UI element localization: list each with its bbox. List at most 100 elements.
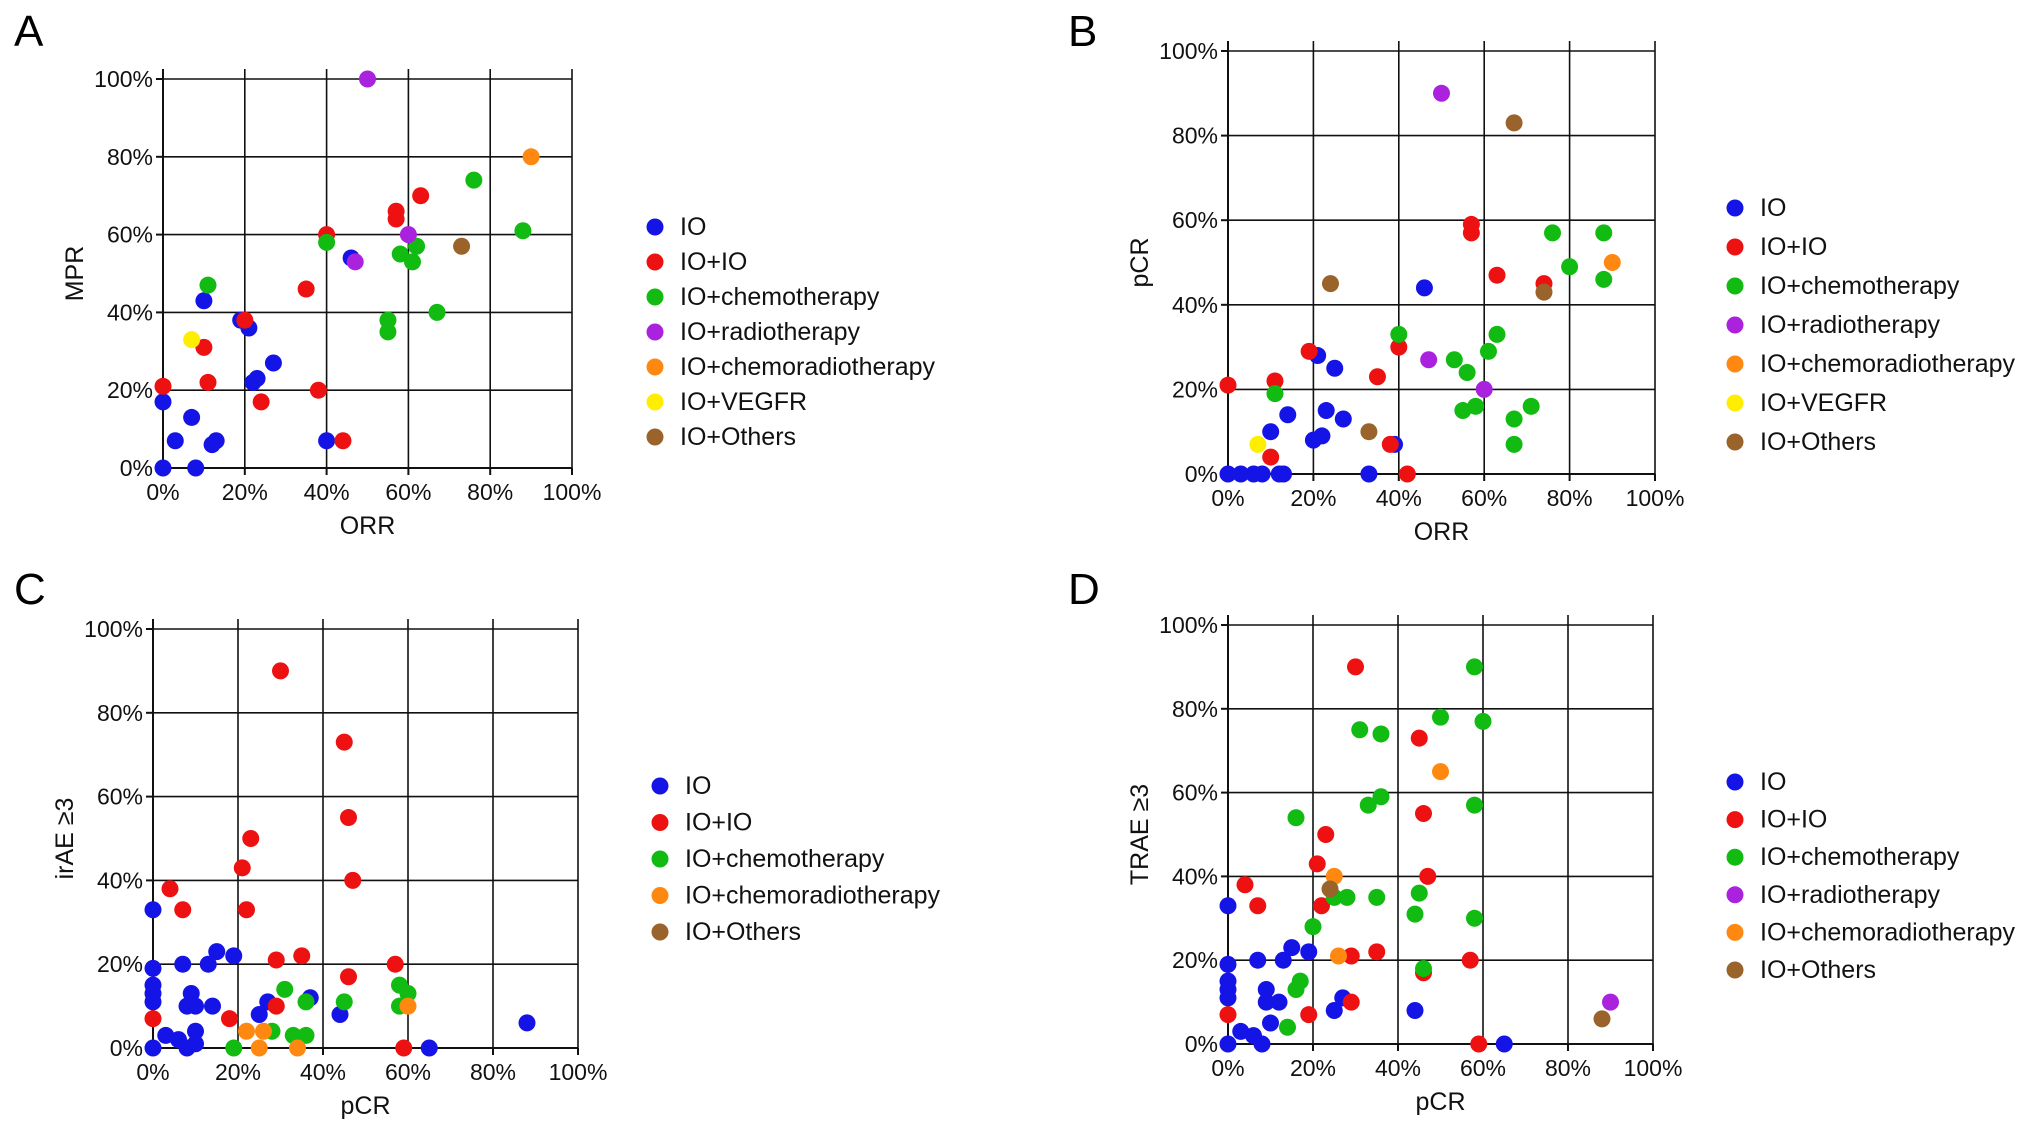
legend-marker-io — [1726, 773, 1744, 791]
data-point-io-chemotherapy — [1505, 410, 1523, 428]
legend-marker-io-io — [646, 253, 664, 271]
data-point-io-chemotherapy — [1338, 888, 1356, 906]
x-tick-label: 100% — [1626, 485, 1685, 511]
x-tick-label: 0% — [1211, 485, 1244, 511]
series-io-chemotherapy — [1279, 658, 1492, 1036]
data-point-io — [204, 997, 221, 1015]
legend-label-io-others: IO+Others — [685, 918, 801, 946]
legend: IO IO+IO IO+chemotherapy IO+chemoradiothera… — [651, 772, 941, 946]
data-point-io-chemotherapy — [297, 993, 315, 1011]
series-io-radiotherapy — [1602, 993, 1619, 1011]
legend-label-io-io: IO+IO — [685, 809, 752, 837]
data-point-io-chemotherapy — [1415, 960, 1432, 978]
data-point-io — [1283, 939, 1301, 957]
data-point-io-io — [1219, 1006, 1237, 1024]
data-point-io — [1279, 406, 1297, 424]
data-point-io — [1253, 1035, 1271, 1053]
data-point-io-io — [340, 968, 357, 986]
data-point-io-io — [1488, 266, 1506, 284]
y-tick-label: 80% — [107, 144, 153, 170]
data-point-io — [1415, 279, 1433, 297]
legend-label-io-radiotherapy: IO+radiotherapy — [680, 318, 860, 346]
y-tick-label: 100% — [1159, 612, 1218, 638]
data-point-io-io — [386, 955, 404, 973]
x-tick-label: 60% — [1461, 485, 1507, 511]
data-point-io — [144, 901, 162, 919]
data-point-io — [1219, 1035, 1237, 1053]
legend-label-io-radiotherapy: IO+radiotherapy — [1760, 881, 1940, 909]
y-tick-label: 20% — [1172, 947, 1218, 973]
legend-marker-io-vegfr — [1726, 394, 1744, 412]
data-point-io — [154, 393, 172, 411]
data-point-io-io — [1368, 943, 1386, 961]
data-point-io — [1313, 427, 1331, 445]
data-point-io-chemotherapy — [1561, 258, 1579, 276]
data-point-io-chemoradiotherapy — [399, 997, 417, 1015]
data-point-io-io — [174, 901, 192, 919]
y-tick-label: 80% — [1172, 696, 1218, 722]
y-tick-label: 40% — [1172, 863, 1218, 889]
data-point-io-radiotherapy — [399, 226, 417, 244]
x-tick-label: 0% — [136, 1059, 169, 1085]
y-tick-label: 40% — [107, 299, 153, 325]
data-point-io-io — [297, 280, 315, 298]
y-tick-label: 100% — [94, 66, 153, 92]
data-point-io — [1495, 1035, 1513, 1053]
x-tick-label: 60% — [385, 1059, 431, 1085]
data-point-io-others — [453, 237, 471, 255]
data-point-io — [1232, 465, 1250, 483]
data-point-io — [1334, 410, 1352, 428]
data-point-io-chemotherapy — [1544, 224, 1562, 242]
data-point-io-chemotherapy — [225, 1039, 243, 1057]
data-point-io-io — [340, 809, 357, 827]
data-point-io — [208, 943, 226, 961]
data-point-io-io — [1262, 448, 1280, 466]
data-point-io — [1257, 981, 1275, 999]
x-tick-label: 100% — [1624, 1055, 1683, 1081]
legend-label-io-chemoradiotherapy: IO+chemoradiotherapy — [680, 353, 936, 381]
data-point-io-io — [238, 901, 255, 919]
data-point-io-chemotherapy — [297, 1026, 315, 1044]
series-io-chemoradiotherapy — [238, 997, 417, 1057]
legend: IO IO+IO IO+chemotherapy IO+radiotherapy IO+… — [646, 213, 936, 451]
data-point-io-io — [1249, 897, 1267, 915]
data-point-io-io — [1342, 993, 1360, 1011]
data-point-io-chemotherapy — [1410, 884, 1428, 902]
data-point-io-chemotherapy — [1458, 363, 1476, 381]
data-point-io-io — [1347, 658, 1364, 676]
x-axis-title: ORR — [340, 512, 396, 540]
data-point-io-chemoradiotherapy — [1330, 947, 1347, 965]
data-point-io-chemotherapy — [1351, 721, 1369, 739]
data-point-io-chemotherapy — [465, 171, 483, 189]
data-point-io — [199, 955, 217, 973]
data-point-io-vegfr — [1249, 435, 1267, 453]
series-io-io — [154, 187, 430, 450]
data-point-io-io — [1415, 805, 1432, 823]
y-axis-title: MPR — [61, 246, 89, 302]
series-io-radiotherapy — [346, 70, 417, 271]
series-io-io — [144, 662, 413, 1057]
x-tick-label: 40% — [304, 479, 350, 505]
data-point-io-io — [1236, 876, 1254, 894]
data-point-io-io — [335, 733, 353, 751]
legend-marker-io-others — [651, 923, 669, 941]
data-point-io — [166, 432, 184, 450]
data-point-io — [1232, 1022, 1250, 1040]
legend-label-io-chemotherapy: IO+chemotherapy — [680, 283, 880, 311]
y-tick-label: 60% — [1172, 207, 1218, 233]
data-point-io-chemotherapy — [1266, 385, 1284, 403]
y-axis-title: pCR — [1126, 237, 1154, 287]
x-tick-label: 40% — [1375, 1055, 1421, 1081]
data-point-io — [174, 955, 192, 973]
data-point-io-io — [252, 393, 270, 411]
data-point-io-chemotherapy — [399, 985, 417, 1003]
legend-label-io-others: IO+Others — [1760, 428, 1876, 456]
legend-label-io-others: IO+Others — [680, 423, 796, 451]
x-tick-label: 100% — [543, 479, 602, 505]
x-tick-label: 40% — [1376, 485, 1422, 511]
data-point-io-io — [1461, 951, 1479, 969]
data-point-io-chemotherapy — [1432, 708, 1449, 726]
x-axis-title: pCR — [1415, 1088, 1465, 1116]
legend-label-io: IO — [1760, 768, 1786, 796]
legend-marker-io-io — [1726, 811, 1744, 829]
